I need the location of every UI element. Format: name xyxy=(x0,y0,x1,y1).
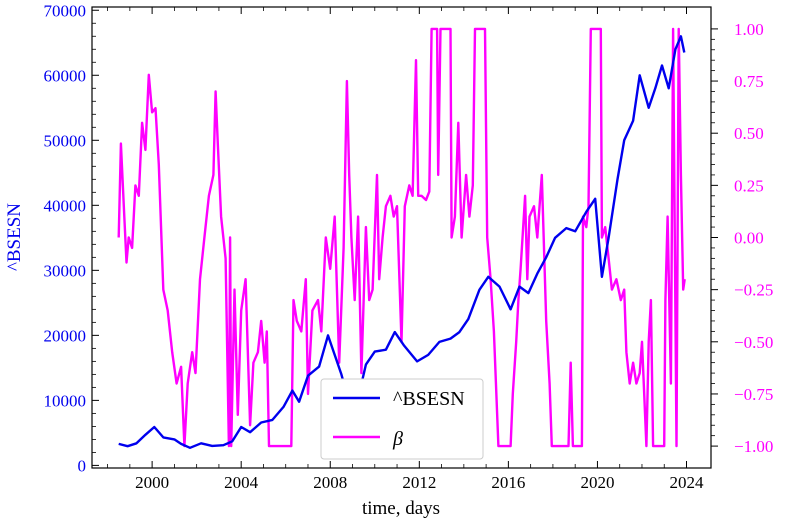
legend-label-beta: β xyxy=(392,428,403,450)
y-left-tick-label: 30000 xyxy=(44,261,87,280)
y-left-tick-label: 50000 xyxy=(44,131,87,150)
y-axis-right: −1.00 −0.75 −0.50 −0.25 0.00 0.25 0.50 0.75 1.00 xyxy=(711,20,773,456)
y-left-tick-label: 20000 xyxy=(44,326,87,345)
y-right-tick-label: −1.00 xyxy=(734,437,773,456)
y-right-tick-label: −0.75 xyxy=(734,385,773,404)
y-right-tick-label: −0.25 xyxy=(734,281,773,300)
y-left-tick-label: 40000 xyxy=(44,196,87,215)
y-right-tick-label: 1.00 xyxy=(734,20,764,39)
x-tick-label: 2000 xyxy=(135,473,169,492)
y-right-tick-label: 0.50 xyxy=(734,124,764,143)
x-tick-label: 2016 xyxy=(491,473,525,492)
y-axis-left: 0 10000 20000 30000 40000 50000 60000 70000 xyxy=(44,1,99,475)
y-left-tick-label: 70000 xyxy=(44,1,87,20)
y-right-tick-label: 0.25 xyxy=(734,176,764,195)
x-axis: 2000 2004 2008 2012 2016 2020 2024 xyxy=(107,7,705,492)
y-right-tick-label: 0.00 xyxy=(734,229,764,248)
y-left-tick-label: 60000 xyxy=(44,66,87,85)
y-right-tick-label: 0.75 xyxy=(734,72,764,91)
series-layer xyxy=(117,27,686,449)
legend: ^BSESN β xyxy=(320,378,484,460)
x-axis-label: time, days xyxy=(362,498,440,519)
legend-label-bsesn: ^BSESN xyxy=(393,388,465,410)
series-line-bsesn xyxy=(118,35,686,449)
x-tick-label: 2012 xyxy=(402,473,436,492)
x-tick-label: 2008 xyxy=(313,473,347,492)
y-right-tick-label: −0.50 xyxy=(734,333,773,352)
y-left-tick-label: 0 xyxy=(78,456,87,475)
x-tick-label: 2020 xyxy=(580,473,614,492)
x-tick-label: 2024 xyxy=(670,473,705,492)
x-tick-label: 2004 xyxy=(224,473,259,492)
y-axis-left-label: ^BSESN xyxy=(4,203,25,271)
y-left-tick-label: 10000 xyxy=(44,391,87,410)
